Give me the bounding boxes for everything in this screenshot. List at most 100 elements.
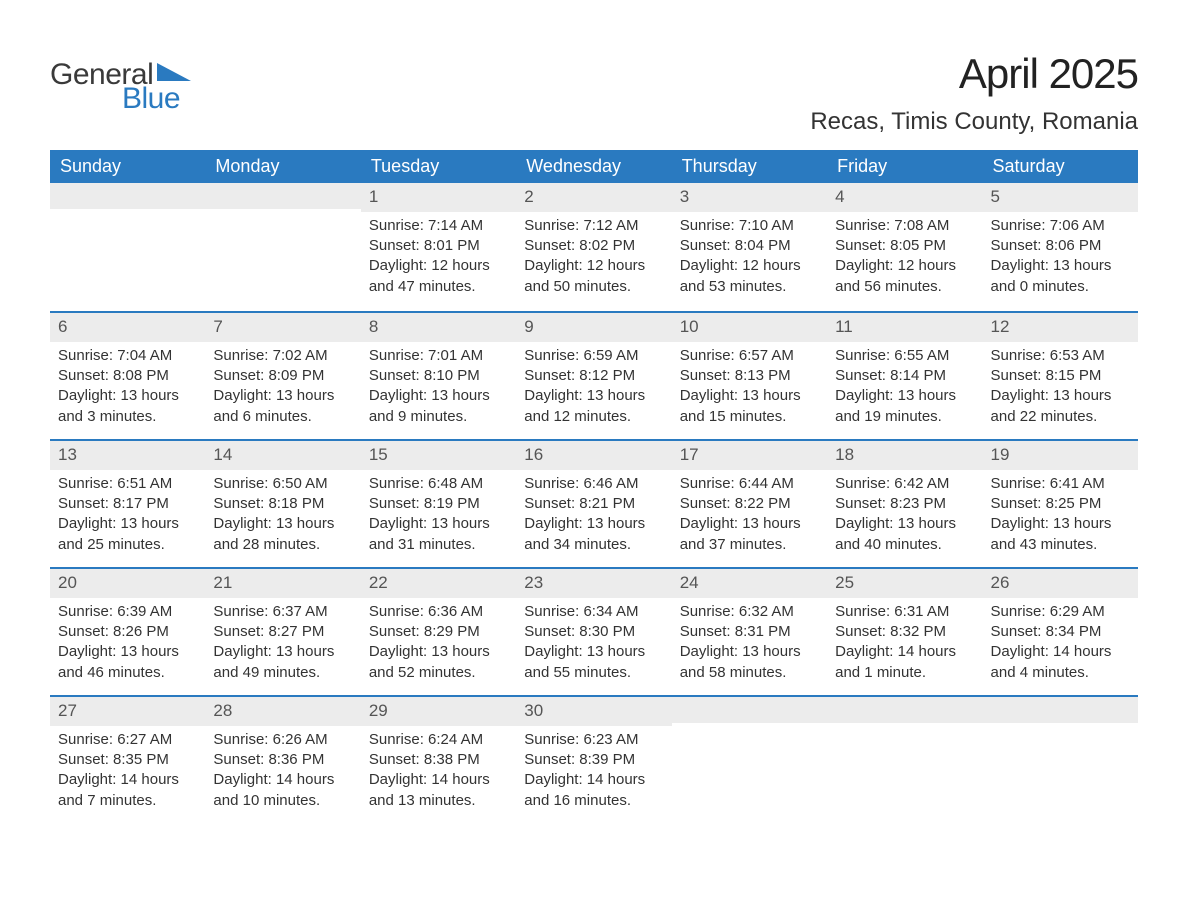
day-number: 30 [516, 697, 671, 726]
sunrise-line: Sunrise: 7:08 AM [835, 216, 974, 236]
dow-monday: Monday [205, 150, 360, 183]
day-number: 7 [205, 313, 360, 342]
daylight-line: Daylight: 13 hours and 12 minutes. [524, 386, 663, 427]
day-cell: 4Sunrise: 7:08 AMSunset: 8:05 PMDaylight… [827, 183, 982, 311]
daylight-line: Daylight: 13 hours and 0 minutes. [991, 256, 1130, 297]
sunset-line: Sunset: 8:34 PM [991, 622, 1130, 642]
daylight-line: Daylight: 14 hours and 7 minutes. [58, 770, 197, 811]
day-number: 20 [50, 569, 205, 598]
sunset-line: Sunset: 8:08 PM [58, 366, 197, 386]
month-title: April 2025 [810, 50, 1138, 98]
day-cell: 26Sunrise: 6:29 AMSunset: 8:34 PMDayligh… [983, 569, 1138, 695]
dow-saturday: Saturday [983, 150, 1138, 183]
daylight-line: Daylight: 14 hours and 10 minutes. [213, 770, 352, 811]
sunset-line: Sunset: 8:25 PM [991, 494, 1130, 514]
day-number: 22 [361, 569, 516, 598]
sunset-line: Sunset: 8:32 PM [835, 622, 974, 642]
daylight-line: Daylight: 13 hours and 15 minutes. [680, 386, 819, 427]
daylight-line: Daylight: 14 hours and 13 minutes. [369, 770, 508, 811]
sunrise-line: Sunrise: 6:31 AM [835, 602, 974, 622]
sunrise-line: Sunrise: 6:44 AM [680, 474, 819, 494]
daylight-line: Daylight: 13 hours and 28 minutes. [213, 514, 352, 555]
sunrise-line: Sunrise: 6:48 AM [369, 474, 508, 494]
sunrise-line: Sunrise: 6:39 AM [58, 602, 197, 622]
sunset-line: Sunset: 8:18 PM [213, 494, 352, 514]
sunset-line: Sunset: 8:35 PM [58, 750, 197, 770]
sunset-line: Sunset: 8:06 PM [991, 236, 1130, 256]
day-cell: 17Sunrise: 6:44 AMSunset: 8:22 PMDayligh… [672, 441, 827, 567]
sunset-line: Sunset: 8:04 PM [680, 236, 819, 256]
day-cell: 22Sunrise: 6:36 AMSunset: 8:29 PMDayligh… [361, 569, 516, 695]
day-cell: 18Sunrise: 6:42 AMSunset: 8:23 PMDayligh… [827, 441, 982, 567]
day-cell: 6Sunrise: 7:04 AMSunset: 8:08 PMDaylight… [50, 313, 205, 439]
day-cell: 14Sunrise: 6:50 AMSunset: 8:18 PMDayligh… [205, 441, 360, 567]
week-row: 6Sunrise: 7:04 AMSunset: 8:08 PMDaylight… [50, 311, 1138, 439]
sunset-line: Sunset: 8:17 PM [58, 494, 197, 514]
day-number: 8 [361, 313, 516, 342]
sunrise-line: Sunrise: 6:51 AM [58, 474, 197, 494]
sunset-line: Sunset: 8:22 PM [680, 494, 819, 514]
logo: General Blue [50, 58, 191, 116]
day-cell: 27Sunrise: 6:27 AMSunset: 8:35 PMDayligh… [50, 697, 205, 823]
daylight-line: Daylight: 13 hours and 19 minutes. [835, 386, 974, 427]
day-cell: 19Sunrise: 6:41 AMSunset: 8:25 PMDayligh… [983, 441, 1138, 567]
sunset-line: Sunset: 8:13 PM [680, 366, 819, 386]
sunrise-line: Sunrise: 7:02 AM [213, 346, 352, 366]
daylight-line: Daylight: 13 hours and 49 minutes. [213, 642, 352, 683]
day-cell: 5Sunrise: 7:06 AMSunset: 8:06 PMDaylight… [983, 183, 1138, 311]
sunset-line: Sunset: 8:39 PM [524, 750, 663, 770]
sunrise-line: Sunrise: 6:42 AM [835, 474, 974, 494]
sunset-line: Sunset: 8:09 PM [213, 366, 352, 386]
daylight-line: Daylight: 13 hours and 22 minutes. [991, 386, 1130, 427]
day-number: 14 [205, 441, 360, 470]
sunset-line: Sunset: 8:10 PM [369, 366, 508, 386]
day-cell: 13Sunrise: 6:51 AMSunset: 8:17 PMDayligh… [50, 441, 205, 567]
day-number: 25 [827, 569, 982, 598]
day-number: 13 [50, 441, 205, 470]
sunrise-line: Sunrise: 7:12 AM [524, 216, 663, 236]
day-number: 15 [361, 441, 516, 470]
day-cell: 3Sunrise: 7:10 AMSunset: 8:04 PMDaylight… [672, 183, 827, 311]
day-cell: 24Sunrise: 6:32 AMSunset: 8:31 PMDayligh… [672, 569, 827, 695]
sunset-line: Sunset: 8:21 PM [524, 494, 663, 514]
logo-word-2: Blue [122, 82, 180, 116]
daylight-line: Daylight: 13 hours and 40 minutes. [835, 514, 974, 555]
week-row: 1Sunrise: 7:14 AMSunset: 8:01 PMDaylight… [50, 183, 1138, 311]
day-cell: 9Sunrise: 6:59 AMSunset: 8:12 PMDaylight… [516, 313, 671, 439]
day-cell: 21Sunrise: 6:37 AMSunset: 8:27 PMDayligh… [205, 569, 360, 695]
day-number: 12 [983, 313, 1138, 342]
day-cell: 2Sunrise: 7:12 AMSunset: 8:02 PMDaylight… [516, 183, 671, 311]
day-cell: 1Sunrise: 7:14 AMSunset: 8:01 PMDaylight… [361, 183, 516, 311]
daylight-line: Daylight: 13 hours and 3 minutes. [58, 386, 197, 427]
sunrise-line: Sunrise: 7:01 AM [369, 346, 508, 366]
sunset-line: Sunset: 8:14 PM [835, 366, 974, 386]
day-cell: 25Sunrise: 6:31 AMSunset: 8:32 PMDayligh… [827, 569, 982, 695]
sunset-line: Sunset: 8:27 PM [213, 622, 352, 642]
day-number: 1 [361, 183, 516, 212]
day-number: 19 [983, 441, 1138, 470]
sunset-line: Sunset: 8:36 PM [213, 750, 352, 770]
day-cell: 12Sunrise: 6:53 AMSunset: 8:15 PMDayligh… [983, 313, 1138, 439]
sunrise-line: Sunrise: 6:57 AM [680, 346, 819, 366]
sunrise-line: Sunrise: 6:24 AM [369, 730, 508, 750]
sunset-line: Sunset: 8:19 PM [369, 494, 508, 514]
daylight-line: Daylight: 13 hours and 58 minutes. [680, 642, 819, 683]
title-block: April 2025 Recas, Timis County, Romania [810, 50, 1138, 136]
day-cell [983, 697, 1138, 823]
day-number: 26 [983, 569, 1138, 598]
sunset-line: Sunset: 8:38 PM [369, 750, 508, 770]
day-cell: 30Sunrise: 6:23 AMSunset: 8:39 PMDayligh… [516, 697, 671, 823]
daylight-line: Daylight: 13 hours and 52 minutes. [369, 642, 508, 683]
day-number: 16 [516, 441, 671, 470]
day-number [205, 183, 360, 209]
daylight-line: Daylight: 13 hours and 55 minutes. [524, 642, 663, 683]
location: Recas, Timis County, Romania [810, 108, 1138, 136]
sunrise-line: Sunrise: 6:27 AM [58, 730, 197, 750]
sunset-line: Sunset: 8:26 PM [58, 622, 197, 642]
day-number: 28 [205, 697, 360, 726]
sunrise-line: Sunrise: 7:04 AM [58, 346, 197, 366]
day-number: 11 [827, 313, 982, 342]
sunrise-line: Sunrise: 6:23 AM [524, 730, 663, 750]
week-row: 27Sunrise: 6:27 AMSunset: 8:35 PMDayligh… [50, 695, 1138, 823]
daylight-line: Daylight: 13 hours and 46 minutes. [58, 642, 197, 683]
